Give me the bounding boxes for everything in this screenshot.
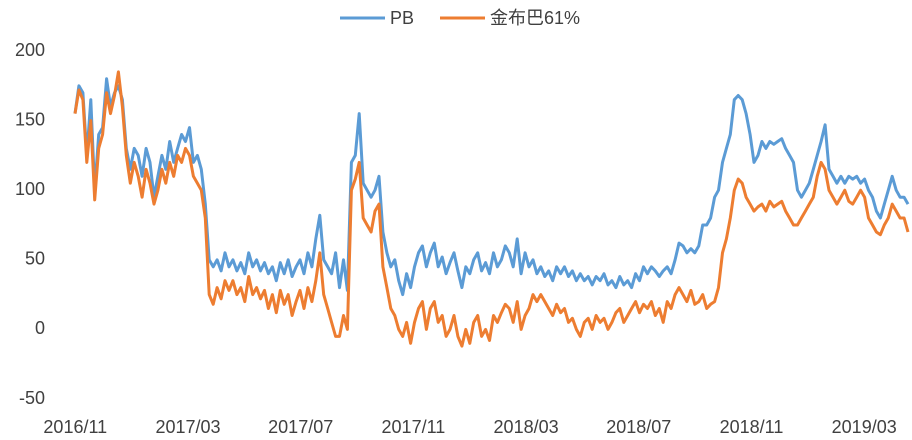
- x-tick-label: 2016/11: [43, 417, 107, 437]
- x-tick-label: 2017/03: [155, 417, 220, 437]
- x-tick-label: 2018/07: [606, 417, 671, 437]
- x-tick-label: 2019/03: [832, 417, 897, 437]
- x-tick-label: 2018/11: [720, 417, 784, 437]
- y-tick-label: 150: [15, 109, 45, 129]
- legend-label: 金布巴61%: [490, 8, 580, 28]
- series-line: [73, 77, 910, 297]
- y-tick-label: 0: [35, 318, 45, 338]
- y-tick-label: -50: [19, 388, 45, 408]
- y-tick-label: 100: [15, 179, 45, 199]
- x-tick-label: 2018/03: [494, 417, 559, 437]
- y-tick-label: 200: [15, 40, 45, 60]
- y-tick-label: 50: [25, 249, 45, 269]
- legend-label: PB: [390, 8, 414, 28]
- series-line: [73, 70, 910, 348]
- x-tick-label: 2017/11: [382, 417, 446, 437]
- x-tick-label: 2017/07: [268, 417, 333, 437]
